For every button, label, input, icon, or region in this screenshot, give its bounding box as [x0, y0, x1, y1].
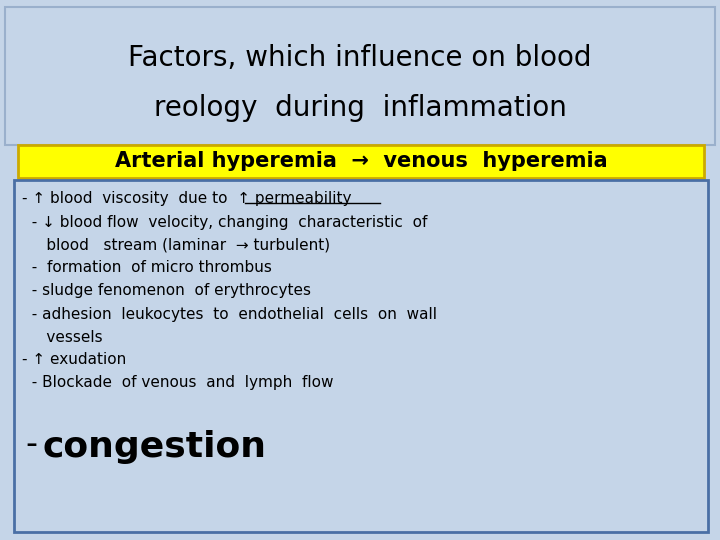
Bar: [18, 145, 704, 178]
Text: congestion: congestion: [42, 430, 266, 464]
Text: Arterial hyperemia  →  venous  hyperemia: Arterial hyperemia → venous hyperemia: [114, 151, 607, 171]
Text: reology  during  inflammation: reology during inflammation: [153, 94, 567, 122]
Text: -: -: [25, 429, 37, 462]
Text: - adhesion  leukocytes  to  endothelial  cells  on  wall: - adhesion leukocytes to endothelial cel…: [22, 307, 437, 321]
Text: - ↓ blood flow  velocity, changing  characteristic  of: - ↓ blood flow velocity, changing charac…: [22, 214, 428, 230]
Text: vessels: vessels: [22, 329, 103, 345]
Text: - sludge fenomenon  of erythrocytes: - sludge fenomenon of erythrocytes: [22, 284, 311, 299]
Text: - ↑ blood  viscosity  due to  ↑ permeability: - ↑ blood viscosity due to ↑ permeabilit…: [22, 191, 351, 206]
Text: blood   stream (laminar  → turbulent): blood stream (laminar → turbulent): [22, 238, 330, 253]
Bar: [5, 7, 715, 145]
Text: Factors, which influence on blood: Factors, which influence on blood: [128, 44, 592, 72]
Bar: [14, 180, 708, 532]
Text: - Blockade  of venous  and  lymph  flow: - Blockade of venous and lymph flow: [22, 375, 333, 390]
Text: -  formation  of micro thrombus: - formation of micro thrombus: [22, 260, 272, 275]
Text: - ↑ exudation: - ↑ exudation: [22, 353, 126, 368]
